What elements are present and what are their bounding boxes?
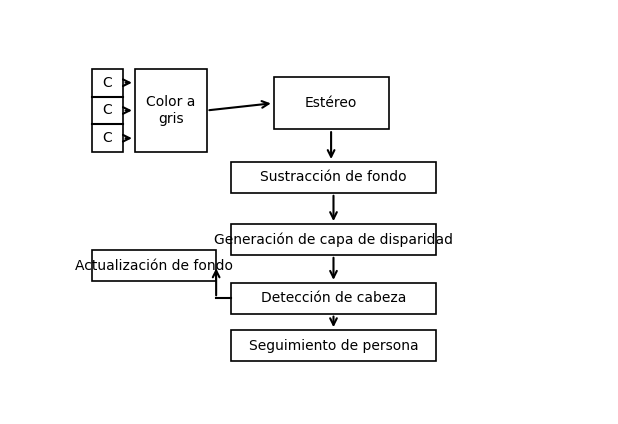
Bar	[231, 283, 436, 314]
Bar	[231, 162, 436, 193]
Text: C: C	[103, 103, 112, 117]
Text: Estéreo: Estéreo	[305, 96, 357, 110]
Text: C: C	[103, 76, 112, 90]
Bar	[91, 250, 216, 281]
Text: Detección de cabeza: Detección de cabeza	[261, 291, 406, 305]
Text: Actualización de fondo: Actualización de fondo	[75, 259, 233, 273]
Bar	[91, 69, 123, 152]
Text: Color a
gris: Color a gris	[146, 95, 195, 126]
Text: Seguimiento de persona: Seguimiento de persona	[248, 338, 418, 352]
Text: C: C	[103, 131, 112, 145]
Bar	[231, 224, 436, 255]
Bar	[135, 69, 206, 152]
Text: Sustracción de fondo: Sustracción de fondo	[260, 170, 407, 184]
Text: Generación de capa de disparidad: Generación de capa de disparidad	[214, 232, 453, 247]
Bar	[274, 77, 389, 129]
Bar	[231, 330, 436, 361]
